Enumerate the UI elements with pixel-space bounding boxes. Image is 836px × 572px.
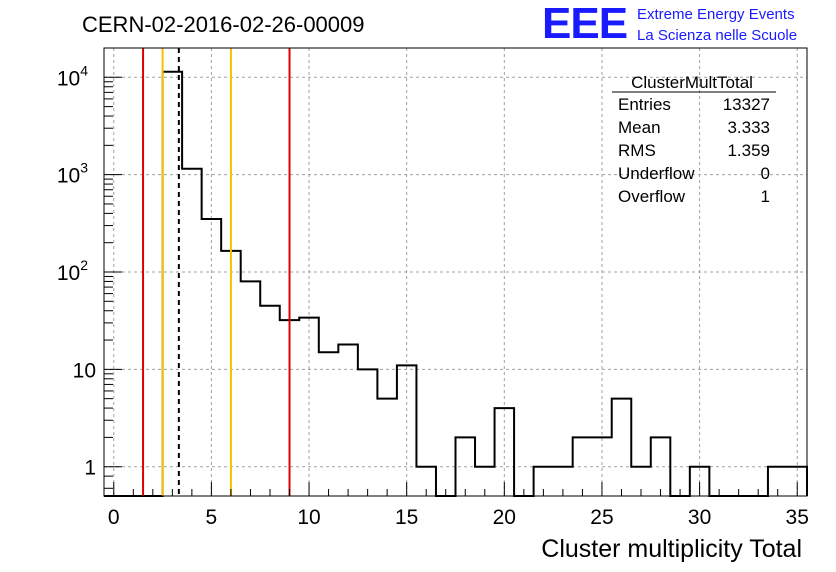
histogram-bin: [319, 352, 339, 496]
histogram-bin: [358, 369, 378, 496]
x-tick-label: 10: [297, 506, 320, 529]
marker-lines: [142, 48, 291, 496]
x-tick-label: 35: [786, 506, 809, 529]
eee-logo: EEE Extreme Energy Events La Scienza nel…: [542, 0, 797, 48]
x-tick-label: 25: [590, 506, 613, 529]
histogram-bin: [202, 219, 222, 496]
histogram-bin: [651, 437, 671, 496]
stats-value: 1: [761, 187, 770, 206]
stats-label: Underflow: [618, 164, 695, 183]
x-axis: 0 5 10 15 20 25 30 35: [108, 482, 809, 529]
y-tick-label: 10: [73, 359, 96, 382]
grid-lines: [104, 48, 807, 496]
stats-label: Entries: [618, 95, 671, 114]
stats-label: Mean: [618, 118, 661, 137]
y-tick-label: 104: [57, 62, 88, 90]
stats-title: ClusterMultTotal: [631, 73, 753, 92]
x-tick-label: 5: [206, 506, 218, 529]
stats-value: 3.333: [727, 118, 770, 137]
histogram-bin: [182, 169, 202, 496]
x-tick-label: 20: [493, 506, 516, 529]
x-tick-label: 0: [108, 506, 120, 529]
stats-value: 13327: [723, 95, 770, 114]
x-tick-label: 30: [688, 506, 711, 529]
stats-value: 0: [761, 164, 770, 183]
y-tick-label: 1: [84, 457, 96, 480]
histogram-bars: [104, 70, 808, 497]
x-axis-label: Cluster multiplicity Total: [541, 535, 802, 563]
histogram-bin: [260, 306, 280, 496]
logo-mark: EEE: [542, 0, 627, 48]
histogram-bin: [397, 365, 417, 496]
y-axis: 1 10 102 103 104: [57, 47, 122, 489]
x-tick-label: 15: [395, 506, 418, 529]
histogram-bin: [338, 344, 358, 496]
y-tick-label: 102: [57, 257, 88, 285]
histogram-bin: [573, 437, 593, 496]
y-tick-label: 103: [57, 160, 88, 188]
histogram-bin: [377, 399, 397, 496]
histogram-bin: [299, 318, 319, 496]
stats-label: RMS: [618, 141, 656, 160]
logo-line1: Extreme Energy Events: [637, 6, 795, 23]
logo-line2: La Scienza nelle Scuole: [637, 27, 797, 44]
histogram-bin: [612, 399, 632, 496]
histogram-bin: [241, 281, 261, 496]
stats-box: ClusterMultTotal Entries 13327 Mean 3.333 RM…: [612, 73, 776, 206]
stats-label: Overflow: [618, 187, 686, 206]
chart-title: CERN-02-2016-02-26-00009: [82, 12, 365, 37]
stats-value: 1.359: [727, 141, 770, 160]
histogram-bin: [456, 437, 476, 496]
